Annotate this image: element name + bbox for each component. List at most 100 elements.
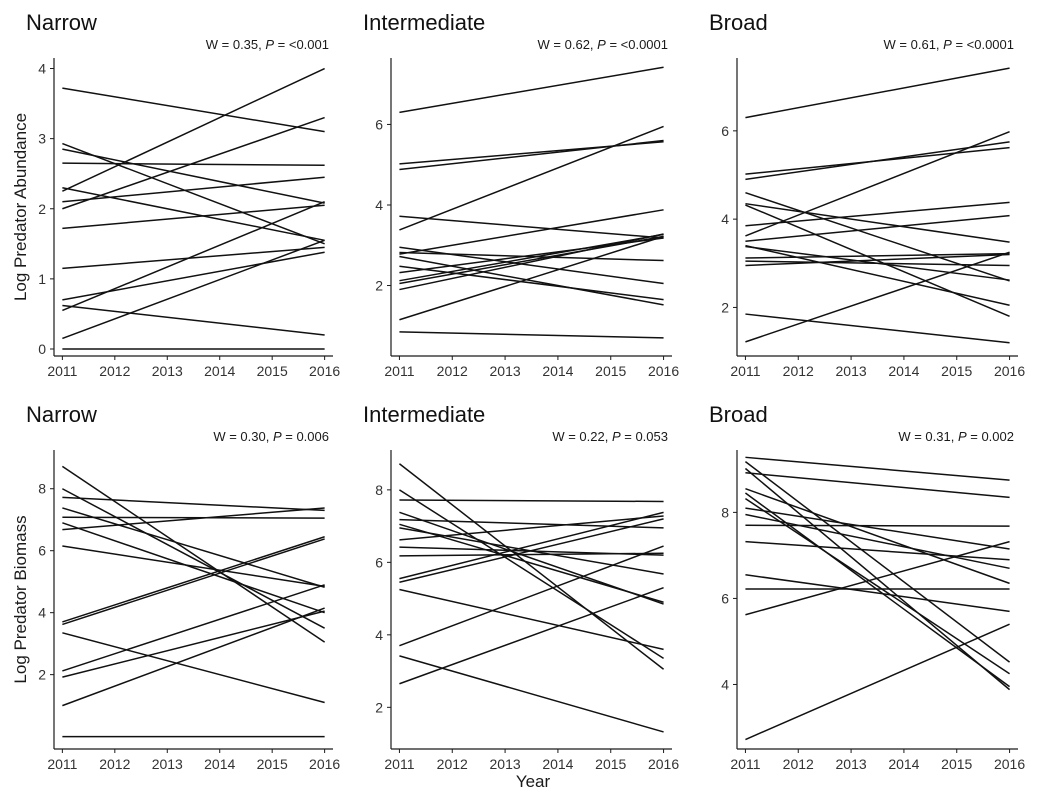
series-line [745,472,1010,499]
x-tick-label: 2014 [204,756,235,772]
x-tick-label: 2011 [47,363,77,379]
x-tick-label: 2016 [994,756,1025,772]
y-tick-label: 0 [38,341,46,357]
series-line [62,488,325,629]
stat-w: W = 0.30, [213,429,273,444]
series-line [62,162,325,167]
panel-5: Intermediate W = 0.22, P = 0.053 2 4 6 8 2011 2… [363,402,679,772]
x-tick-label: 2016 [309,756,340,772]
x-tick-label: 2015 [595,756,626,772]
x-tick-label: 2012 [437,363,468,379]
stat-annotation: W = 0.31, P = 0.002 [898,429,1014,444]
y-tick-label: 2 [38,667,46,683]
panel-title: Intermediate [363,402,485,427]
x-tick-label: 2012 [99,756,130,772]
series-line [745,131,1010,237]
series-line [399,515,664,541]
series-line [62,632,325,704]
series-line [745,244,1010,306]
stat-w: W = 0.62, [538,37,598,52]
x-tick-label: 2012 [437,756,468,772]
x-tick-label: 2013 [836,756,867,772]
x-tick-label: 2016 [648,363,679,379]
x-tick-label: 2014 [542,756,573,772]
y-tick-label: 2 [375,699,383,715]
stat-p-symbol: P [943,37,952,52]
series-line [744,467,1011,691]
y-tick-label: 4 [375,197,383,213]
series-line [62,148,325,204]
stat-annotation: W = 0.61, P = <0.0001 [884,37,1014,52]
series-line [62,584,325,672]
series-line [745,623,1010,741]
y-tick-label: 3 [38,131,46,147]
series-line [399,125,664,231]
series-line [62,607,325,707]
series-line [62,251,325,301]
stat-p-value: = 0.053 [621,429,668,444]
x-tick-label: 2012 [783,756,814,772]
x-tick-label: 2014 [204,363,235,379]
series-line [399,255,664,306]
series-line [745,524,1010,527]
x-tick-label: 2015 [595,363,626,379]
stat-annotation: W = 0.22, P = 0.053 [552,429,668,444]
series-line [399,235,664,321]
series-line [399,499,664,503]
stat-annotation: W = 0.35, P = <0.001 [206,37,329,52]
series-line [745,313,1010,344]
y-tick-label: 4 [375,627,383,643]
series-line [745,253,1010,267]
series-line [62,201,325,312]
y-tick-label: 1 [38,271,46,287]
series-line [745,488,1010,585]
y-tick-label: 6 [721,590,729,606]
stat-p-symbol: P [612,429,621,444]
x-tick-label: 2011 [730,363,760,379]
series-line [745,251,1010,343]
stat-p-symbol: P [273,429,282,444]
series-line [745,214,1010,242]
series-line [744,461,1011,663]
series-line [62,176,325,203]
series-line [745,513,1010,570]
stat-p-symbol: P [597,37,606,52]
panel-2: Intermediate W = 0.62, P = <0.0001 2 4 6 2011… [363,10,679,379]
series-line [399,139,664,171]
series-line [399,552,664,557]
series-line [399,233,664,291]
panel-4: Narrow W = 0.30, P = 0.006 2 4 6 8 2011 2012 201… [11,402,340,772]
series-line [398,463,665,670]
x-axis-title: Year [516,772,551,791]
series-line [62,536,325,623]
series-line [399,215,664,239]
y-tick-label: 8 [38,481,46,497]
x-tick-label: 2015 [941,756,972,772]
x-tick-label: 2016 [648,756,679,772]
series-line [399,233,664,282]
series-line [745,67,1010,119]
panel-3: Broad W = 0.61, P = <0.0001 2 4 6 2011 2012 201… [709,10,1025,379]
series-line [745,540,1010,561]
series-line [62,116,325,210]
x-tick-label: 2013 [836,363,867,379]
stat-w: W = 0.61, [884,37,944,52]
series-line [745,456,1010,481]
series-line [399,518,664,584]
series-line [62,507,325,531]
series-line [62,142,325,245]
series-line [399,209,664,255]
series-line [399,66,664,114]
series-line [62,67,325,192]
x-tick-label: 2014 [888,363,919,379]
y-tick-label: 8 [721,504,729,520]
stat-annotation: W = 0.30, P = 0.006 [213,429,329,444]
series-line [745,201,1010,227]
series-line [399,545,664,647]
y-axis-title: Log Predator Biomass [11,515,30,683]
y-tick-label: 4 [38,605,46,621]
series-line [399,235,664,285]
series-line [62,204,325,230]
y-tick-label: 6 [38,543,46,559]
y-tick-label: 2 [38,201,46,217]
